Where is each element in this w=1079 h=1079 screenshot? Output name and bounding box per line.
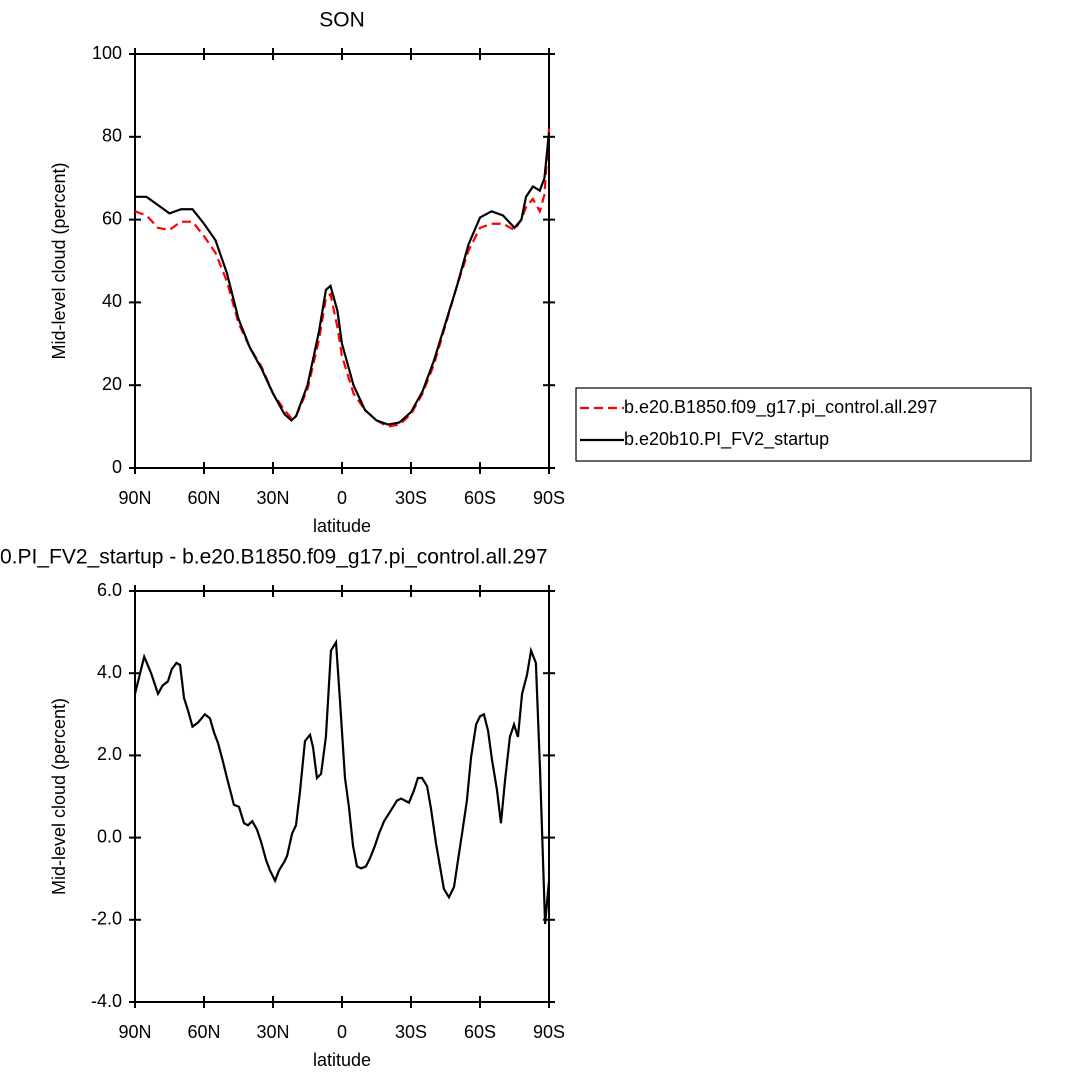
data-line [135, 132, 551, 426]
x-tick-label: 60N [187, 1022, 220, 1042]
y-tick-label: 0 [112, 457, 122, 477]
data-line [133, 638, 551, 925]
y-axis-label: Mid-level cloud (percent) [49, 698, 69, 895]
x-tick-label: 90N [118, 488, 151, 508]
y-axis-label: Mid-level cloud (percent) [49, 162, 69, 359]
plot-frame [134, 53, 550, 469]
y-tick-label: 20 [102, 374, 122, 394]
y-tick-label: 6.0 [97, 580, 122, 600]
x-tick-label: 30N [256, 488, 289, 508]
y-tick-label: 4.0 [97, 662, 122, 682]
plot-frame [134, 590, 550, 1003]
y-tick-label: -4.0 [91, 991, 122, 1011]
y-tick-label: -2.0 [91, 909, 122, 929]
y-tick-label: 0.0 [97, 826, 122, 846]
chart-title: 0.PI_FV2_startup - b.e20.B1850.f09_g17.p… [0, 546, 548, 569]
y-tick-label: 60 [102, 208, 122, 228]
y-tick-label: 40 [102, 291, 122, 311]
x-tick-label: 90S [533, 488, 565, 508]
y-tick-label: 2.0 [97, 744, 122, 764]
y-tick-label: 80 [102, 126, 122, 146]
x-axis-label: latitude [313, 516, 371, 536]
chart-title: SON [319, 9, 365, 32]
y-tick-label: 100 [92, 43, 122, 63]
x-tick-label: 60N [187, 488, 220, 508]
x-tick-label: 90S [533, 1022, 565, 1042]
x-tick-label: 0 [337, 1022, 347, 1042]
x-tick-label: 30N [256, 1022, 289, 1042]
x-tick-label: 30S [395, 488, 427, 508]
x-tick-label: 0 [337, 488, 347, 508]
legend-label: b.e20.B1850.f09_g17.pi_control.all.297 [624, 397, 937, 418]
x-tick-label: 60S [464, 1022, 496, 1042]
legend-box [575, 387, 1032, 462]
x-axis-label: latitude [313, 1050, 371, 1070]
x-tick-label: 90N [118, 1022, 151, 1042]
x-tick-label: 60S [464, 488, 496, 508]
x-tick-label: 30S [395, 1022, 427, 1042]
legend-label: b.e20b10.PI_FV2_startup [624, 429, 829, 450]
data-line [134, 128, 551, 428]
